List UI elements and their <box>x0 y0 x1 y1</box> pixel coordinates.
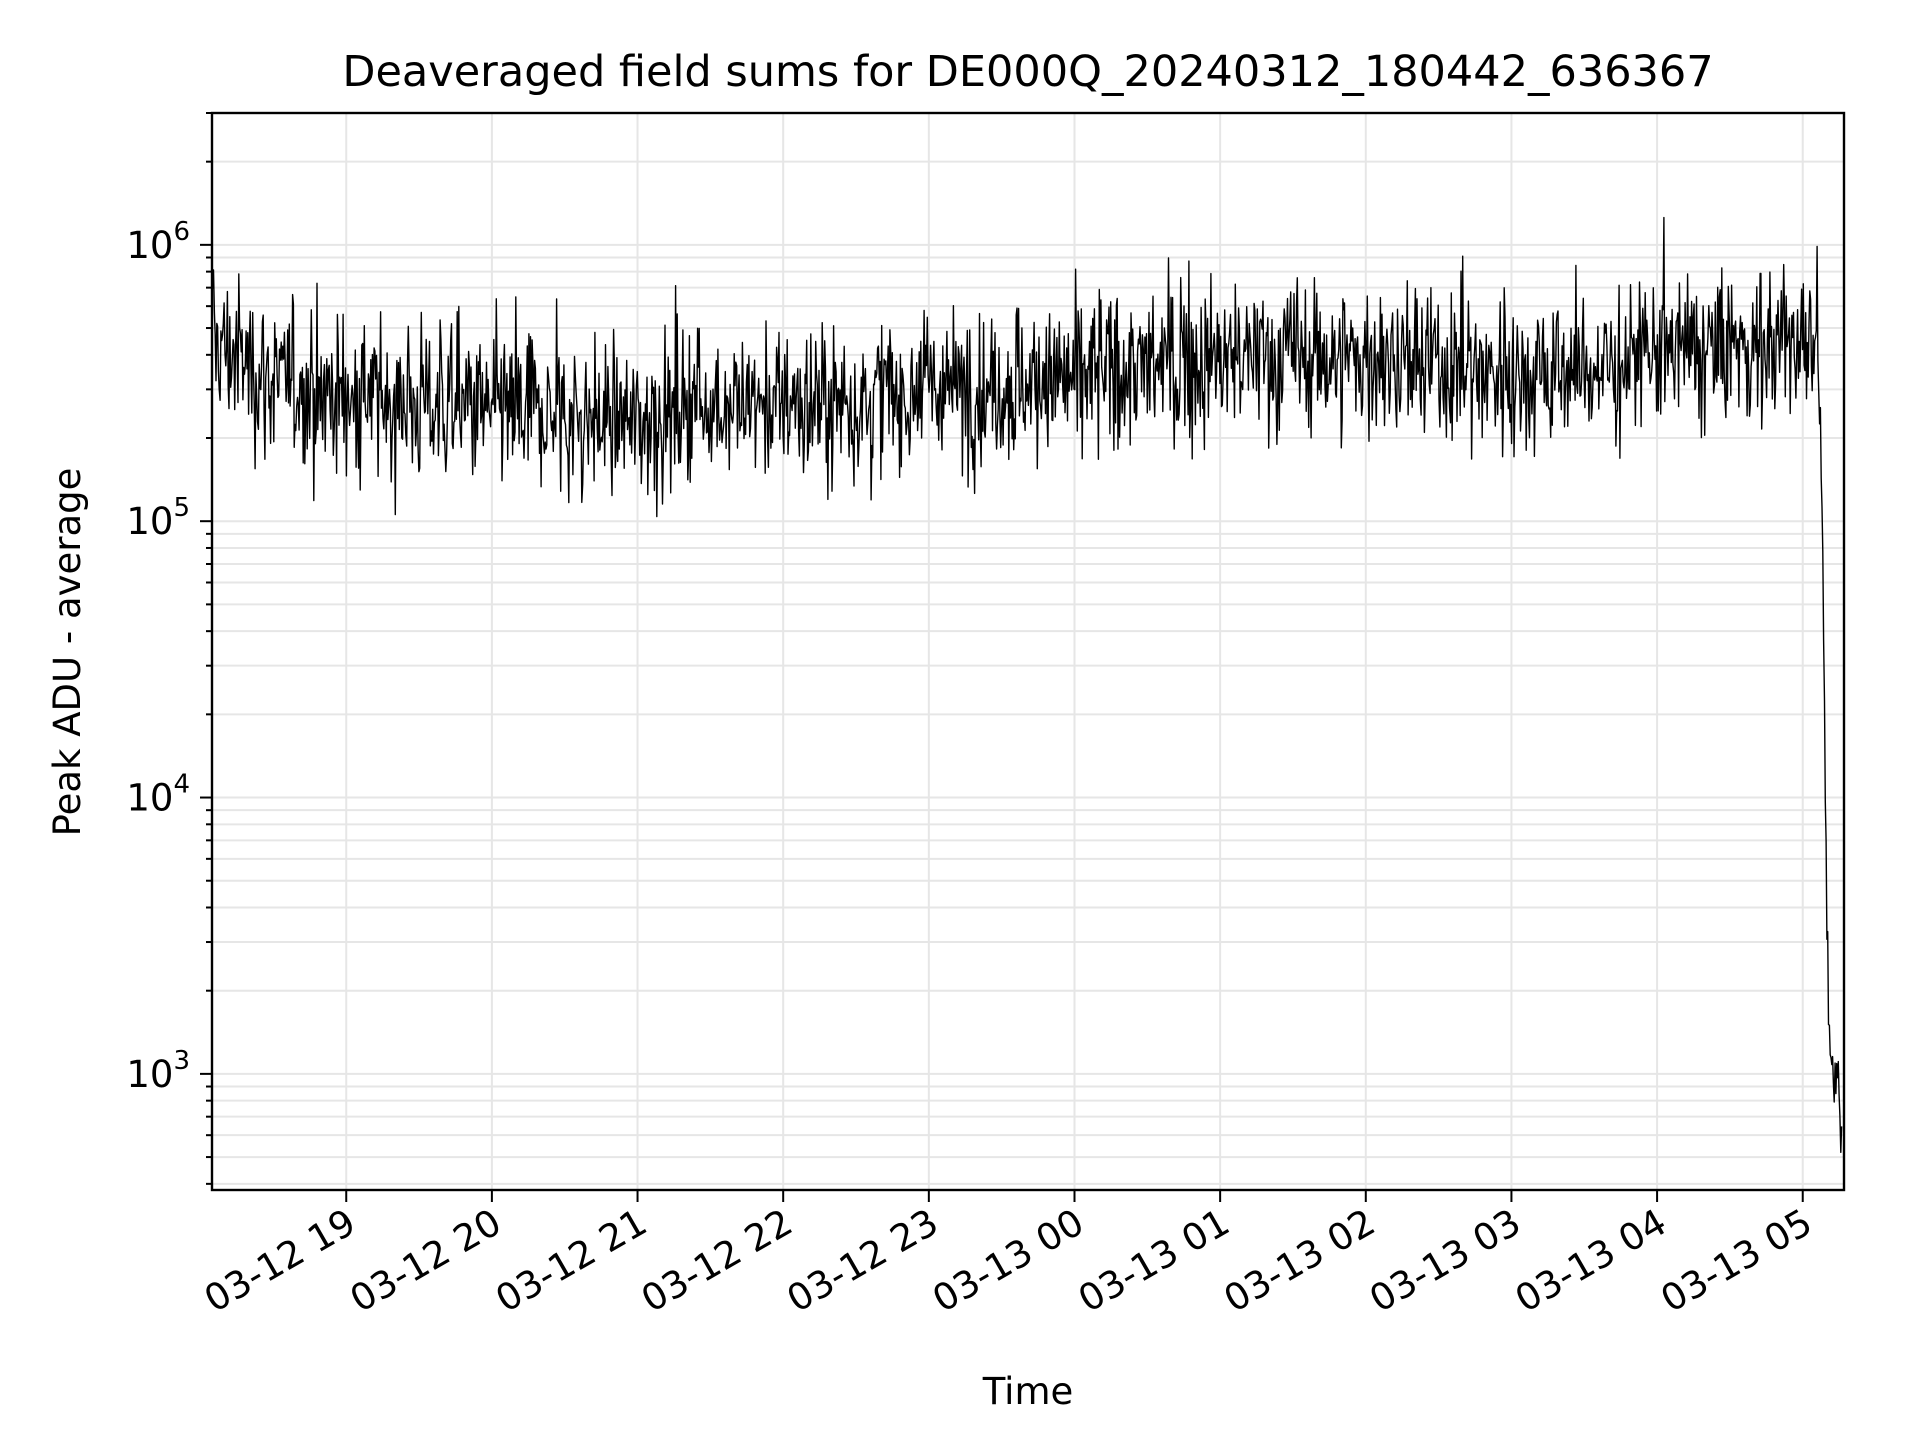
chart-title: Deaveraged field sums for DE000Q_2024031… <box>342 47 1713 97</box>
y-tick-label: 104 <box>126 770 190 820</box>
y-tick-label: 105 <box>126 493 190 543</box>
series-line <box>212 216 1843 1154</box>
plot-area <box>212 216 1843 1154</box>
y-axis-label: Peak ADU - average <box>46 468 89 837</box>
y-tick-label: 103 <box>126 1046 190 1096</box>
grid <box>212 112 1844 1190</box>
x-axis-label: Time <box>982 1370 1074 1413</box>
y-tick-label: 106 <box>126 217 190 267</box>
axes-frame <box>210 111 1846 1192</box>
